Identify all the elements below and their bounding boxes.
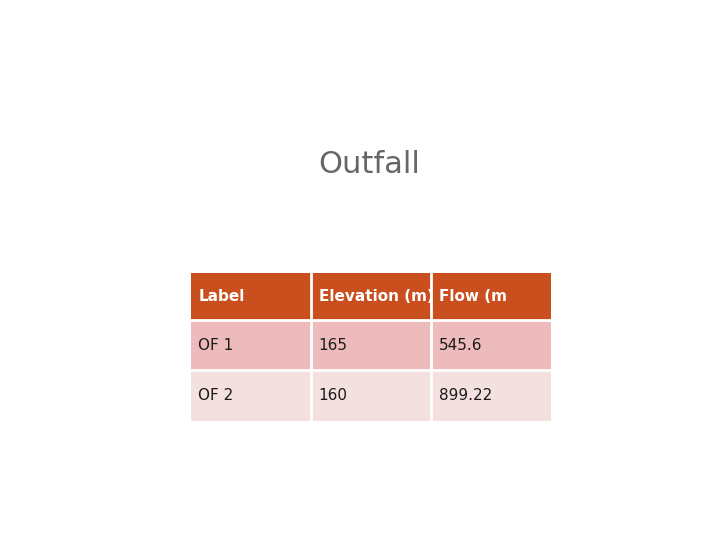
Bar bbox=[191, 273, 311, 320]
Text: Elevation (m): Elevation (m) bbox=[318, 289, 433, 304]
Bar bbox=[191, 320, 311, 370]
Text: 160: 160 bbox=[318, 388, 348, 403]
Text: Label: Label bbox=[199, 289, 245, 304]
Text: 899.22: 899.22 bbox=[438, 388, 492, 403]
Text: 165: 165 bbox=[318, 338, 348, 353]
Text: 545.6: 545.6 bbox=[438, 338, 482, 353]
Text: Outfall: Outfall bbox=[318, 151, 420, 179]
Bar bbox=[191, 370, 311, 421]
Bar bbox=[431, 320, 551, 370]
Bar bbox=[311, 320, 431, 370]
Bar bbox=[431, 370, 551, 421]
Bar bbox=[311, 273, 431, 320]
Text: Flow (m: Flow (m bbox=[438, 289, 506, 304]
Text: OF 1: OF 1 bbox=[199, 338, 234, 353]
Bar bbox=[431, 273, 551, 320]
Bar bbox=[311, 370, 431, 421]
Text: OF 2: OF 2 bbox=[199, 388, 234, 403]
